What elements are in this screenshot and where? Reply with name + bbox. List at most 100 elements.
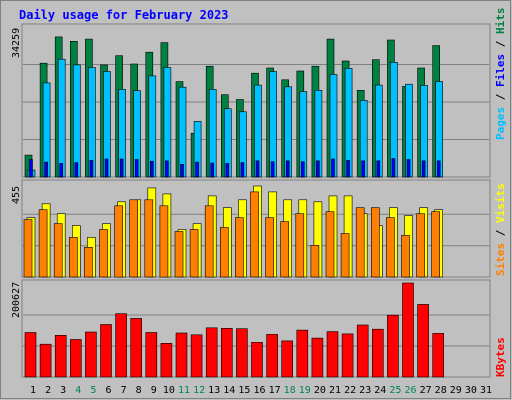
sites-bar-5 bbox=[84, 247, 93, 278]
x-label-16: 16 bbox=[253, 385, 265, 396]
pages-bar-27 bbox=[421, 160, 426, 178]
pages-bar-9 bbox=[150, 160, 154, 178]
top-legend: Pages / Files / Hits bbox=[494, 8, 507, 141]
sites-bar-24 bbox=[370, 207, 380, 278]
files-bar-4 bbox=[73, 64, 81, 178]
kbytes-bar-22 bbox=[341, 333, 354, 378]
pages-bar-14 bbox=[225, 163, 230, 178]
sites-bar-18 bbox=[280, 221, 290, 278]
top-panel: 34259 Pages / Files / Hits bbox=[11, 8, 507, 178]
sites-bar-2 bbox=[38, 209, 48, 278]
kbytes-bar-9 bbox=[145, 332, 158, 378]
sites-bar-7 bbox=[114, 205, 123, 278]
pages-bar-19 bbox=[300, 161, 305, 178]
x-label-8: 8 bbox=[136, 385, 142, 396]
x-label-4: 4 bbox=[75, 385, 81, 396]
kbytes-bar-10 bbox=[160, 342, 173, 378]
x-label-17: 17 bbox=[269, 385, 281, 396]
pages-bar-22 bbox=[346, 160, 350, 178]
pages-bar-12 bbox=[195, 161, 199, 178]
pages-bar-11 bbox=[180, 164, 184, 178]
x-label-21: 21 bbox=[329, 385, 341, 396]
pages-bar-2 bbox=[44, 161, 48, 178]
kbytes-bar-26 bbox=[402, 282, 414, 378]
pages-bar-24 bbox=[376, 160, 381, 178]
x-label-25: 25 bbox=[389, 385, 401, 396]
sites-bar-12 bbox=[189, 229, 199, 278]
sites-bar-21 bbox=[325, 211, 335, 278]
legend-kbytes: KBytes bbox=[494, 337, 507, 377]
sites-bar-6 bbox=[99, 229, 108, 278]
bottom-panel-bars bbox=[24, 282, 445, 378]
pages-bar-20 bbox=[316, 160, 320, 178]
kbytes-bar-11 bbox=[175, 332, 188, 378]
files-bar-17 bbox=[269, 71, 277, 178]
sites-bar-23 bbox=[355, 207, 365, 278]
legend-hits: Hits bbox=[494, 8, 507, 35]
kbytes-bar-20 bbox=[311, 337, 324, 378]
kbytes-bar-3 bbox=[54, 334, 67, 378]
top-panel-bars bbox=[24, 36, 444, 178]
kbytes-bar-21 bbox=[326, 331, 339, 378]
x-label-14: 14 bbox=[223, 385, 235, 396]
x-label-3: 3 bbox=[60, 385, 66, 396]
x-label-6: 6 bbox=[105, 385, 111, 396]
pages-bar-5 bbox=[89, 160, 94, 178]
legend-pages: Pages bbox=[494, 107, 507, 140]
x-label-19: 19 bbox=[299, 385, 311, 396]
legend-sep-2: / bbox=[494, 34, 507, 54]
pages-bar-25 bbox=[391, 158, 396, 178]
x-label-22: 22 bbox=[344, 385, 356, 396]
pages-bar-18 bbox=[285, 160, 290, 178]
pages-bar-8 bbox=[134, 159, 139, 178]
x-label-18: 18 bbox=[284, 385, 296, 396]
sites-bar-10 bbox=[159, 205, 169, 278]
x-label-24: 24 bbox=[374, 385, 386, 396]
top-max-label: 34259 bbox=[11, 28, 22, 58]
pages-bar-15 bbox=[240, 162, 245, 178]
x-axis-day-labels: 1 2 3 4 5 6 7 8 9 10 11 12 13 14 15 16 17 18 19 20 21 22 23 24 2… bbox=[30, 385, 492, 396]
x-label-2: 2 bbox=[45, 385, 51, 396]
kbytes-bar-23 bbox=[356, 324, 369, 378]
kbytes-bar-1 bbox=[24, 332, 37, 378]
middle-panel: 455 Sites / Visits bbox=[11, 179, 507, 278]
kbytes-bar-12 bbox=[190, 334, 203, 378]
middle-panel-bars bbox=[23, 185, 444, 278]
x-label-29: 29 bbox=[450, 385, 462, 396]
kbytes-bar-5 bbox=[85, 331, 97, 378]
pages-bar-16 bbox=[255, 160, 260, 178]
pages-bar-23 bbox=[361, 160, 366, 178]
pages-bar-6 bbox=[104, 158, 109, 178]
legend-sites: Sites bbox=[494, 243, 507, 276]
pages-bar-3 bbox=[59, 163, 64, 178]
pages-bar-1 bbox=[29, 159, 33, 178]
kbytes-bar-4 bbox=[70, 339, 82, 378]
x-label-28: 28 bbox=[435, 385, 447, 396]
kbytes-bar-7 bbox=[115, 313, 127, 378]
kbytes-bar-28 bbox=[432, 333, 445, 378]
pages-bar-26 bbox=[406, 159, 411, 178]
kbytes-bar-16 bbox=[251, 341, 263, 378]
sites-bar-14 bbox=[220, 227, 229, 278]
pages-bar-13 bbox=[210, 162, 214, 178]
sites-bar-22 bbox=[340, 233, 350, 278]
x-label-26: 26 bbox=[404, 385, 416, 396]
sites-bar-1 bbox=[23, 219, 33, 278]
kbytes-bar-27 bbox=[417, 304, 429, 378]
sites-bar-19 bbox=[295, 213, 305, 278]
svg-text:Pages / Files / Hits: Pages / Files / Hits bbox=[494, 8, 507, 141]
sites-bar-17 bbox=[265, 217, 274, 278]
bottom-max-label: 200627 bbox=[11, 282, 22, 318]
x-label-9: 9 bbox=[151, 385, 157, 396]
sites-bar-13 bbox=[204, 205, 214, 278]
sites-bar-28 bbox=[431, 211, 441, 278]
x-label-10: 10 bbox=[163, 385, 175, 396]
kbytes-bar-6 bbox=[100, 324, 112, 378]
sites-bar-9 bbox=[144, 199, 154, 278]
x-label-30: 30 bbox=[465, 385, 477, 396]
x-label-7: 7 bbox=[121, 385, 127, 396]
svg-text:Sites / Visits: Sites / Visits bbox=[494, 183, 507, 276]
pages-bar-17 bbox=[270, 161, 275, 178]
middle-legend: Sites / Visits bbox=[494, 183, 507, 276]
sites-bar-16 bbox=[250, 191, 259, 278]
